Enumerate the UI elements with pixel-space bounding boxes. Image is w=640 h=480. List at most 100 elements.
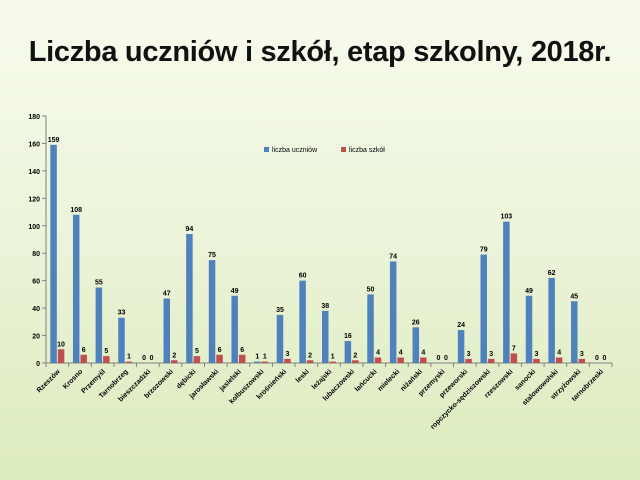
data-label: 0 <box>602 355 606 362</box>
bar-szkol <box>125 361 133 363</box>
x-tick-label: leski <box>295 368 311 384</box>
data-label: 4 <box>557 350 561 357</box>
data-label: 38 <box>321 303 329 310</box>
bar-szkol <box>238 354 246 363</box>
data-label: 0 <box>444 355 448 362</box>
y-tick-label: 80 <box>32 251 40 258</box>
bar-uczniow <box>163 298 171 363</box>
y-tick-label: 100 <box>28 224 40 231</box>
bar-uczniow <box>322 310 329 363</box>
data-label: 5 <box>195 348 199 355</box>
bar-szkol <box>57 349 65 363</box>
bar-uczniow <box>231 295 238 363</box>
bar-szkol <box>465 358 472 363</box>
data-label: 2 <box>353 352 357 359</box>
data-label: 5 <box>104 348 108 355</box>
legend-swatch <box>264 147 269 152</box>
x-tick-label: Krosno <box>62 368 84 390</box>
bar-szkol <box>216 354 223 363</box>
x-tick-label: łańcucki <box>354 368 379 393</box>
bar-szkol <box>533 358 540 363</box>
y-tick-label: 160 <box>28 141 40 148</box>
y-tick-label: 180 <box>28 114 40 121</box>
data-label: 3 <box>467 351 471 358</box>
bar-szkol <box>420 357 427 363</box>
data-label: 74 <box>389 253 397 260</box>
slide-title: Liczba uczniów i szkół, etap szkolny, 20… <box>28 36 612 68</box>
bar-uczniow <box>299 280 306 363</box>
bar-uczniow <box>548 277 555 363</box>
bar-uczniow <box>50 144 57 363</box>
bar-uczniow <box>503 221 510 363</box>
x-axis: Rzeszów KrosnoPrzemyślTarnobrzegbieszczad… <box>36 362 613 431</box>
y-tick-label: 60 <box>32 279 40 286</box>
data-label: 3 <box>286 351 290 358</box>
data-label: 159 <box>48 137 60 144</box>
bar-uczniow <box>367 294 374 363</box>
data-label: 0 <box>142 355 146 362</box>
y-tick-label: 20 <box>32 334 40 341</box>
bar-szkol <box>397 357 404 363</box>
data-label: 6 <box>218 347 222 354</box>
bar-szkol <box>171 360 178 363</box>
data-label: 24 <box>457 322 465 329</box>
data-label: 1 <box>255 354 259 361</box>
legend-swatch <box>341 147 346 152</box>
bar-szkol <box>306 360 314 363</box>
data-label: 6 <box>240 347 244 354</box>
data-label: 62 <box>548 270 556 277</box>
data-label: 7 <box>512 345 516 352</box>
data-label: 49 <box>525 288 533 295</box>
bar-szkol <box>510 353 518 363</box>
y-tick-label: 140 <box>28 169 40 176</box>
data-label: 35 <box>276 307 284 314</box>
data-label: 33 <box>118 310 126 317</box>
data-label: 2 <box>172 352 176 359</box>
y-tick-label: 40 <box>32 306 40 313</box>
data-label: 60 <box>299 273 307 280</box>
data-label: 79 <box>480 247 488 254</box>
data-label: 45 <box>570 293 578 300</box>
data-label: 49 <box>231 288 239 295</box>
bar-szkol <box>329 361 336 363</box>
data-label: 55 <box>95 280 103 287</box>
y-tick-label: 0 <box>36 361 40 368</box>
bar-szkol <box>487 358 495 363</box>
data-label: 108 <box>70 207 82 214</box>
data-label: 1 <box>331 354 335 361</box>
bars <box>50 144 586 363</box>
data-label: 0 <box>150 355 154 362</box>
legend-label: liczba uczniów <box>272 147 318 154</box>
y-tick-label: 120 <box>28 196 40 203</box>
data-label: 103 <box>501 214 513 221</box>
data-label: 4 <box>399 350 403 357</box>
y-axis: 0 20 40 60 80 100 120 140 160 180 <box>28 114 47 368</box>
bar-uczniow <box>186 234 193 363</box>
bar-szkol <box>103 356 110 363</box>
x-tick-label: mielecki <box>377 368 402 393</box>
bar-uczniow <box>254 361 261 363</box>
x-tick-label: leżajski <box>311 368 334 391</box>
bar-szkol <box>374 357 382 363</box>
x-tick-label: dębicki <box>176 368 198 390</box>
x-tick-label: Rzeszów <box>36 368 62 394</box>
bar-szkol <box>578 358 586 363</box>
bar-uczniow <box>389 261 397 363</box>
data-label: 1 <box>263 354 267 361</box>
bar-uczniow <box>72 214 80 363</box>
data-label: 3 <box>580 351 584 358</box>
data-label: 3 <box>535 351 539 358</box>
bar-szkol <box>555 357 563 363</box>
legend-label: liczba szkół <box>349 147 385 154</box>
data-label: 2 <box>308 352 312 359</box>
bar-uczniow <box>412 327 420 363</box>
bar-szkol <box>80 354 87 363</box>
bar-uczniow <box>571 301 578 363</box>
legend: liczba uczniów liczba szkół <box>264 147 385 154</box>
bar-uczniow <box>118 317 125 363</box>
bar-uczniow <box>480 254 487 363</box>
bar-uczniow <box>457 330 465 363</box>
data-label: 3 <box>489 351 493 358</box>
